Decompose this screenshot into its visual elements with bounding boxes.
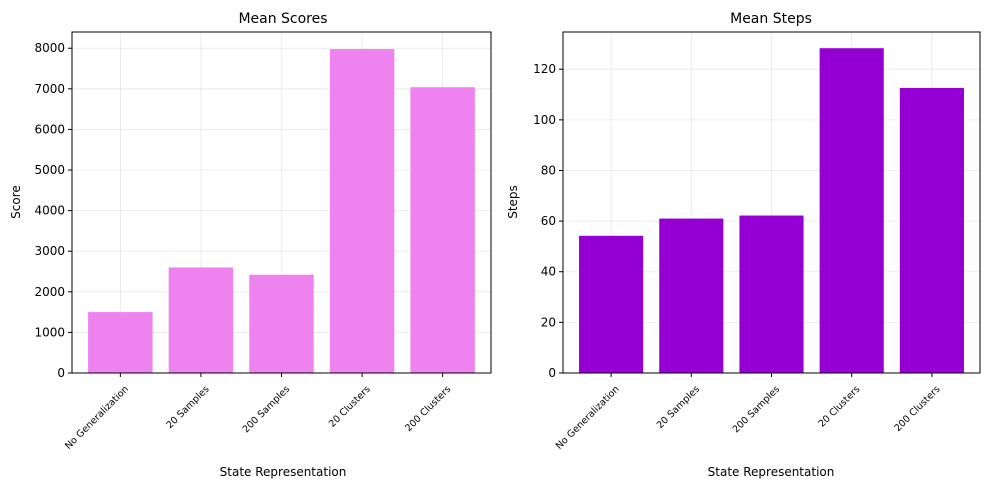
- x-axis-label: State Representation: [708, 465, 835, 479]
- x-tick-label: 200 Clusters: [403, 384, 453, 434]
- bar: [739, 215, 804, 373]
- chart-title: Mean Steps: [730, 11, 812, 27]
- y-axis-label: Steps: [506, 185, 520, 219]
- x-tick-label: 200 Samples: [731, 384, 782, 435]
- chart-mean-steps: Mean Steps 0 20 40 60 80 100 120 No Generalizat…: [506, 11, 981, 479]
- y-tick-label: 0: [57, 366, 65, 380]
- x-tick-label: 200 Clusters: [892, 384, 942, 434]
- y-tick-label: 4000: [34, 204, 65, 218]
- x-tick-label: 20 Clusters: [817, 384, 863, 430]
- y-tick-label: 0: [548, 366, 556, 380]
- x-tick-label: 20 Samples: [655, 384, 702, 431]
- bar: [249, 274, 314, 373]
- y-tick-label: 100: [533, 113, 556, 127]
- y-tick-label: 8000: [34, 41, 65, 55]
- x-tick-label: 200 Samples: [241, 384, 292, 435]
- bar: [819, 48, 884, 373]
- chart-mean-scores: Mean Scores 0 1000 2000 3000 4000 5000 6000 700…: [9, 11, 492, 479]
- x-tick-label: No Generalization: [63, 384, 131, 452]
- x-tick-label: No Generalization: [554, 384, 622, 452]
- y-tick-label: 20: [541, 315, 556, 329]
- chart-title: Mean Scores: [238, 11, 327, 27]
- bar: [659, 218, 724, 373]
- x-tick-label: 20 Samples: [164, 384, 211, 431]
- bar: [88, 312, 153, 373]
- y-tick-label: 2000: [34, 285, 65, 299]
- y-tick-label: 40: [541, 265, 556, 279]
- y-tick-label: 6000: [34, 122, 65, 136]
- bar: [329, 49, 395, 374]
- bar: [899, 87, 964, 373]
- y-tick-label: 5000: [34, 163, 65, 177]
- y-tick-label: 1000: [34, 325, 65, 339]
- y-tick-label: 3000: [34, 244, 65, 258]
- x-tick-label: 20 Clusters: [327, 384, 373, 430]
- x-axis-label: State Representation: [220, 465, 347, 479]
- y-tick-label: 7000: [34, 82, 65, 96]
- bar: [579, 235, 644, 373]
- y-tick-label: 80: [541, 163, 556, 177]
- y-tick-label: 60: [541, 214, 556, 228]
- bar: [410, 87, 475, 373]
- y-tick-label: 120: [533, 62, 556, 76]
- y-axis-label: Score: [9, 185, 23, 219]
- bar: [168, 267, 234, 373]
